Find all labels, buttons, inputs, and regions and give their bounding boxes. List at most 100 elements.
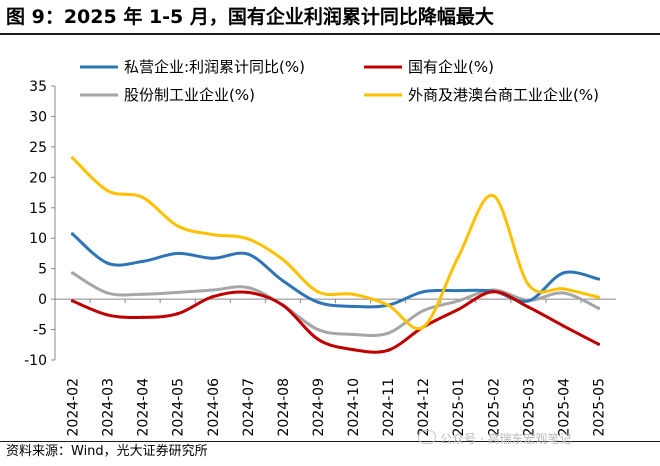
x-tick-label: 2024-09 bbox=[311, 378, 327, 437]
legend: 私营企业:利润累计同比(%) 国有企业(%) 股份制工业企业(%) 外商及港澳台商工业… bbox=[80, 58, 599, 104]
series-line-1 bbox=[71, 290, 600, 354]
data-point bbox=[70, 232, 75, 236]
data-point bbox=[176, 312, 180, 316]
bottom-rule bbox=[0, 441, 660, 442]
data-point bbox=[281, 279, 285, 283]
data-point bbox=[105, 291, 110, 295]
data-point bbox=[421, 309, 425, 313]
x-tick-label: 2025-02 bbox=[486, 378, 502, 437]
x-tick-label: 2025-03 bbox=[521, 378, 537, 437]
data-point bbox=[211, 232, 215, 237]
data-point bbox=[105, 189, 110, 193]
x-tick-label: 2025-04 bbox=[556, 378, 572, 437]
line-chart: 私营企业:利润累计同比(%) 国有企业(%) 股份制工业企业(%) 外商及港澳台商工业… bbox=[24, 58, 616, 437]
data-point bbox=[70, 299, 75, 303]
data-point bbox=[351, 304, 355, 309]
y-tick-label: 5 bbox=[38, 262, 47, 278]
data-point bbox=[456, 299, 460, 303]
data-point bbox=[561, 324, 566, 328]
x-tick-label: 2024-08 bbox=[276, 378, 292, 437]
x-tick-label: 2024-04 bbox=[136, 378, 152, 437]
x-tick-label: 2025-05 bbox=[591, 378, 607, 437]
data-point bbox=[596, 295, 601, 299]
data-point bbox=[281, 303, 285, 307]
data-point bbox=[70, 156, 75, 160]
data-point bbox=[246, 290, 250, 295]
data-point bbox=[316, 300, 320, 304]
series-line-0 bbox=[71, 232, 600, 309]
data-point bbox=[211, 288, 215, 292]
data-point bbox=[281, 257, 285, 262]
data-point bbox=[176, 251, 180, 256]
data-point bbox=[105, 313, 110, 317]
data-point bbox=[105, 261, 110, 265]
x-tick-label: 2024-03 bbox=[101, 378, 117, 437]
legend-label: 私营企业:利润累计同比(%) bbox=[124, 58, 305, 76]
data-point bbox=[316, 327, 320, 332]
data-point bbox=[141, 259, 145, 263]
y-tick-label: 10 bbox=[29, 231, 47, 247]
x-tick-label: 2024-11 bbox=[381, 378, 397, 437]
x-tick-label: 2024-02 bbox=[66, 378, 82, 437]
data-point bbox=[561, 271, 566, 275]
data-point bbox=[351, 348, 355, 352]
data-point bbox=[316, 337, 320, 341]
x-tick-label: 2024-10 bbox=[346, 378, 362, 437]
data-point bbox=[386, 331, 390, 335]
x-tick-label: 2024-06 bbox=[206, 378, 222, 437]
data-point bbox=[596, 277, 601, 281]
legend-label: 国有企业(%) bbox=[408, 58, 494, 76]
source-note: 资料来源：Wind，光大证券研究所 bbox=[6, 444, 208, 459]
data-point bbox=[596, 306, 601, 310]
y-tick-label: 0 bbox=[38, 292, 47, 308]
y-tick-label: -10 bbox=[24, 353, 47, 369]
data-point bbox=[456, 255, 460, 259]
data-point bbox=[456, 307, 460, 312]
data-point bbox=[211, 295, 215, 299]
legend-label: 股份制工业企业(%) bbox=[124, 86, 255, 104]
y-tick-label: 30 bbox=[29, 109, 47, 125]
wechat-icon bbox=[418, 430, 436, 444]
data-point bbox=[141, 292, 145, 296]
title-rule bbox=[0, 33, 660, 35]
data-point bbox=[351, 292, 355, 296]
axes: 35 30 25 20 15 10 5 0 -5 -10 2024-02 2024-03 2024-04… bbox=[24, 79, 616, 437]
data-point bbox=[561, 291, 566, 295]
data-point bbox=[246, 237, 250, 241]
data-point bbox=[211, 256, 215, 260]
data-point bbox=[491, 194, 495, 198]
watermark: 公众号 · 高瑞东宏观笔记 bbox=[418, 429, 571, 449]
data-point bbox=[491, 290, 495, 294]
data-point bbox=[246, 285, 250, 290]
series-line-3 bbox=[71, 156, 600, 331]
data-point bbox=[316, 290, 320, 294]
watermark-text: 公众号 · 高瑞东宏观笔记 bbox=[440, 432, 572, 446]
data-point bbox=[596, 342, 601, 346]
data-point bbox=[246, 252, 250, 256]
legend-label: 外商及港澳台商工业企业(%) bbox=[408, 86, 599, 104]
data-point bbox=[141, 315, 145, 319]
data-point bbox=[526, 282, 530, 287]
data-point bbox=[421, 290, 425, 294]
x-tick-label: 2024-05 bbox=[171, 378, 187, 437]
data-point bbox=[176, 290, 180, 295]
data-point bbox=[141, 195, 145, 200]
data-point bbox=[386, 348, 390, 352]
x-tick-label: 2024-12 bbox=[416, 378, 432, 437]
data-point bbox=[70, 271, 75, 275]
x-tick-label: 2025-01 bbox=[451, 378, 467, 437]
data-point bbox=[351, 332, 355, 337]
y-tick-label: 15 bbox=[29, 201, 47, 217]
data-point bbox=[176, 224, 180, 228]
x-tick-label: 2024-07 bbox=[241, 378, 257, 437]
series-line-2 bbox=[71, 271, 600, 338]
figure-title: 图 9：2025 年 1-5 月，国有企业利润累计同比降幅最大 bbox=[6, 6, 494, 28]
y-tick-label: 20 bbox=[29, 170, 47, 186]
data-point bbox=[561, 287, 566, 291]
y-tick-label: 35 bbox=[29, 79, 47, 95]
y-tick-label: 25 bbox=[29, 140, 47, 156]
data-point bbox=[456, 288, 460, 293]
data-point bbox=[421, 325, 425, 329]
series-lines bbox=[70, 156, 601, 354]
data-point bbox=[526, 305, 530, 309]
